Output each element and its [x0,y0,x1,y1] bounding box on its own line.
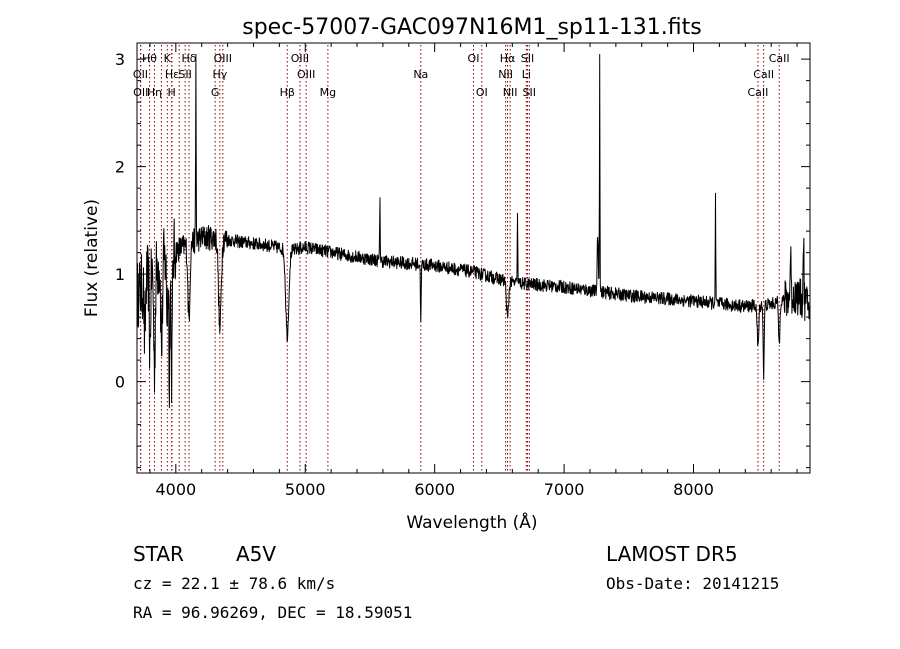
redshift-cz: cz = 22.1 ± 78.6 km/s [133,574,335,593]
line-label: OI [468,52,480,65]
line-label: OIII [297,68,315,81]
line-label: OIII [291,52,309,65]
line-label: Hδ [182,52,197,65]
y-tick-label: 0 [115,373,125,392]
coordinates: RA = 96.96269, DEC = 18.59051 [133,603,412,622]
observation-date: Obs-Date: 20141215 [606,574,779,593]
y-tick-label: 2 [115,158,125,177]
x-tick-label: 4000 [155,480,196,499]
line-label: Li [522,68,531,81]
line-label: Na [413,68,428,81]
line-label: CaII [748,86,769,99]
line-label: OIII [214,52,232,65]
x-tick-label: 8000 [673,480,714,499]
y-axis-label: Flux (relative) [82,199,102,317]
x-tick-label: 6000 [414,480,455,499]
x-axis-ticks: 4000 5000 6000 7000 8000 [149,43,798,499]
line-label: H [168,86,176,99]
plot-frame [136,42,811,474]
line-label: NII [503,86,518,99]
chart-title: spec-57007-GAC097N16M1_sp11-131.fits [242,15,702,40]
line-label: Mg [320,86,336,99]
line-label: SII [521,52,534,65]
line-label: Hθ [142,52,157,65]
line-label: Hβ [280,86,295,99]
line-label: NII [498,68,513,81]
x-tick-label: 5000 [285,480,326,499]
y-tick-label: 1 [115,265,125,284]
line-label: Hη [147,86,162,99]
spectral-class: A5V [236,542,276,566]
line-label: CaII [769,52,790,65]
y-tick-label: 3 [115,50,125,69]
line-label: Hγ [212,68,227,81]
line-label: G [211,86,220,99]
line-label: SII [178,68,191,81]
x-axis-label: Wavelength (Å) [406,511,537,533]
line-label: K [164,52,172,65]
spectrum-line [136,53,811,409]
y-axis-ticks: 0 1 2 3 [115,50,810,469]
line-label: OI [476,86,488,99]
line-label: Hα [500,52,516,65]
x-tick-label: 7000 [544,480,585,499]
line-label: SII [523,86,536,99]
line-label: OII [133,68,148,81]
survey-name: LAMOST DR5 [606,542,738,566]
line-label: CaII [753,68,774,81]
object-type: STAR [133,542,184,566]
line-label: Hε [165,68,179,81]
